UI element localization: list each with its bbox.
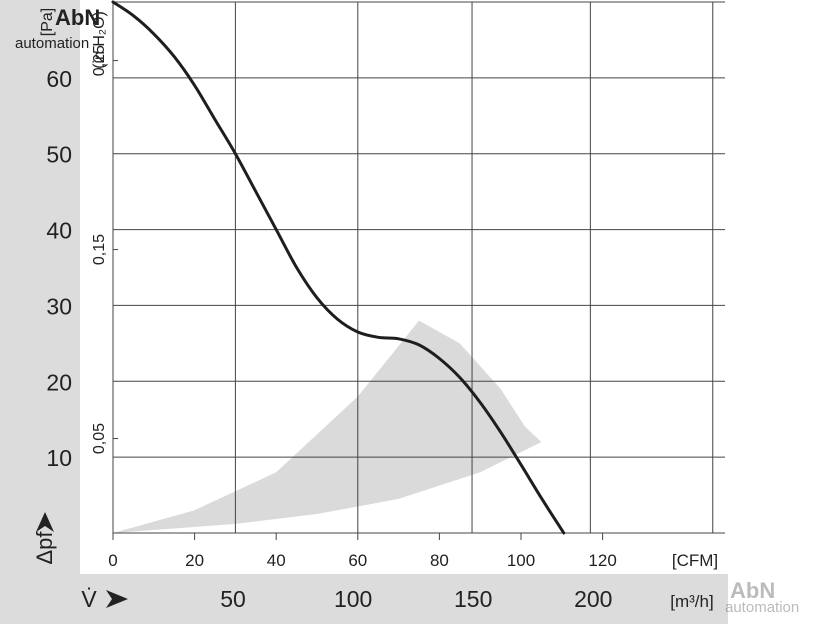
y-tick-label-pa: 30 <box>46 293 72 319</box>
x-unit-label-cfm: [CFM] <box>672 551 718 570</box>
x-axis-label: V̇ <box>81 586 97 612</box>
y-axis-arrow-icon <box>36 512 54 532</box>
y-tick-label-pa: 20 <box>46 369 72 395</box>
x-tick-label-m3h: 100 <box>334 586 372 612</box>
x-tick-label-m3h: 50 <box>220 586 246 612</box>
x-tick-label-cfm: 20 <box>185 551 204 570</box>
y-tick-label-pa: 40 <box>46 218 72 244</box>
x-axis-arrow-icon <box>106 590 128 608</box>
y-axis-label: Δpf <box>32 531 57 565</box>
x-tick-label-cfm: 0 <box>108 551 117 570</box>
y-tick-label-pa: 50 <box>46 142 72 168</box>
operating-range-area <box>113 320 542 533</box>
x-unit-label-m3h: [m³/h] <box>670 592 713 611</box>
y-tick-label-pa: 10 <box>46 445 72 471</box>
x-tick-label-cfm: 40 <box>267 551 286 570</box>
y-unit-label-inh2o: (in H₂O) <box>91 11 108 69</box>
x-tick-label-cfm: 120 <box>588 551 616 570</box>
watermark-logo-text: automation <box>725 599 799 616</box>
fan-curve-line <box>111 0 566 535</box>
watermark-logo-text: AbN <box>55 5 100 30</box>
x-tick-label-m3h: 200 <box>574 586 612 612</box>
x-tick-label-m3h: 150 <box>454 586 492 612</box>
y-tick-label-pa: 60 <box>46 66 72 92</box>
y-tick-label-inh2o: 0,05 <box>91 423 108 454</box>
y-unit-label-pa: [Pa] <box>39 8 56 36</box>
x-tick-label-cfm: 60 <box>348 551 367 570</box>
y-tick-label-inh2o: 0,15 <box>91 234 108 265</box>
x-tick-label-cfm: 80 <box>430 551 449 570</box>
left-axis-band <box>0 0 80 624</box>
watermark-logo-text: automation <box>15 35 89 52</box>
x-tick-label-cfm: 100 <box>507 551 535 570</box>
y-tick-label-inh2o: 0,25 <box>91 45 108 76</box>
watermark-logo-text: AbN <box>730 578 775 603</box>
